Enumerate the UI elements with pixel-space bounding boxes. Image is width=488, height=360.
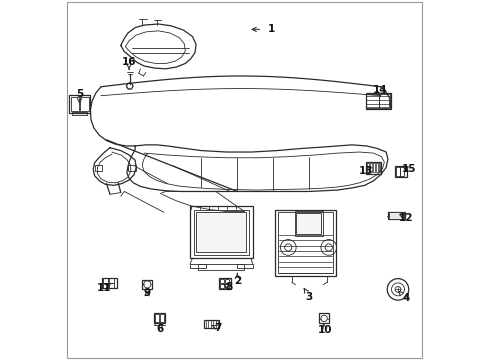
Text: 14: 14: [372, 85, 386, 96]
Bar: [369, 163, 371, 172]
Bar: [375, 163, 377, 172]
Bar: [190, 206, 252, 258]
Bar: [224, 284, 229, 288]
Bar: [94, 165, 102, 171]
Bar: [102, 283, 108, 288]
Text: 5: 5: [76, 89, 83, 103]
Bar: [72, 112, 87, 116]
Bar: [366, 162, 380, 174]
Bar: [400, 167, 403, 176]
Bar: [128, 165, 136, 171]
Bar: [190, 264, 206, 268]
Bar: [204, 320, 218, 328]
Bar: [154, 313, 164, 323]
Bar: [219, 284, 224, 288]
Bar: [366, 163, 368, 172]
Bar: [387, 212, 405, 220]
Bar: [379, 94, 389, 108]
Text: 6: 6: [156, 323, 163, 334]
Text: 9: 9: [143, 288, 150, 298]
Bar: [274, 210, 335, 276]
Text: 4: 4: [398, 291, 409, 303]
Bar: [224, 279, 229, 283]
Text: 13: 13: [359, 166, 373, 176]
Text: 8: 8: [223, 282, 233, 292]
Bar: [219, 279, 224, 283]
Bar: [193, 210, 249, 255]
Bar: [236, 264, 252, 268]
Bar: [80, 97, 89, 111]
Text: 11: 11: [97, 283, 111, 293]
Text: 2: 2: [233, 273, 241, 286]
Bar: [198, 264, 244, 270]
Text: 3: 3: [304, 288, 312, 302]
Bar: [395, 167, 399, 176]
Bar: [71, 97, 79, 111]
Bar: [294, 211, 322, 235]
Text: 10: 10: [317, 324, 332, 335]
Bar: [109, 283, 114, 288]
Bar: [296, 213, 321, 234]
Bar: [109, 278, 114, 283]
Bar: [388, 212, 404, 219]
Text: 16: 16: [122, 57, 136, 69]
Bar: [160, 314, 164, 321]
Bar: [372, 163, 374, 172]
Bar: [394, 166, 406, 177]
Bar: [365, 93, 390, 109]
Bar: [69, 95, 90, 113]
Bar: [366, 94, 378, 108]
Bar: [155, 314, 159, 321]
Text: 15: 15: [402, 164, 416, 174]
Bar: [378, 163, 380, 172]
Bar: [142, 280, 152, 289]
Bar: [318, 314, 329, 323]
Text: 12: 12: [398, 213, 412, 222]
Bar: [277, 212, 332, 273]
Bar: [218, 278, 231, 289]
Text: 1: 1: [252, 24, 274, 35]
Bar: [102, 278, 108, 283]
Text: 7: 7: [212, 323, 221, 333]
Bar: [196, 212, 246, 252]
Bar: [102, 278, 117, 288]
